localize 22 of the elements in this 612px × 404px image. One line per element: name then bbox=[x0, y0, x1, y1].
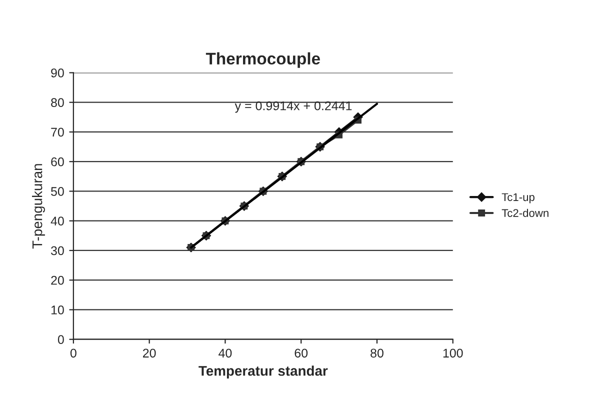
y-tick-label: 30 bbox=[50, 246, 64, 256]
annotation: y = 0.9914x + 0.2441 bbox=[234, 101, 352, 113]
legend-label: Tc1-up bbox=[502, 193, 534, 204]
x-axis-title: Temperatur standar bbox=[198, 366, 328, 379]
x-tick-label: 20 bbox=[143, 348, 156, 358]
legend-label: Tc2-down bbox=[502, 208, 548, 217]
y-tick-label: 40 bbox=[50, 216, 64, 226]
y-tick-label: 50 bbox=[51, 187, 64, 196]
x-tick-label: 80 bbox=[370, 348, 384, 358]
x-tick-label: 100 bbox=[443, 348, 463, 358]
y-tick-label: 20 bbox=[51, 276, 64, 285]
y-tick-label: 60 bbox=[51, 157, 64, 166]
y-tick-label: 0 bbox=[58, 335, 64, 344]
y-tick-label: 90 bbox=[51, 68, 64, 78]
y-tick-label: 70 bbox=[51, 128, 64, 137]
y-axis-title: T-pengukuran bbox=[32, 164, 45, 249]
y-tick-label: 80 bbox=[51, 98, 64, 107]
x-tick-label: 0 bbox=[70, 348, 76, 358]
x-tick-label: 40 bbox=[218, 348, 232, 358]
x-tick-label: 60 bbox=[294, 348, 308, 358]
y-tick-label: 10 bbox=[51, 306, 64, 314]
chart-title: Thermocouple bbox=[206, 52, 320, 68]
